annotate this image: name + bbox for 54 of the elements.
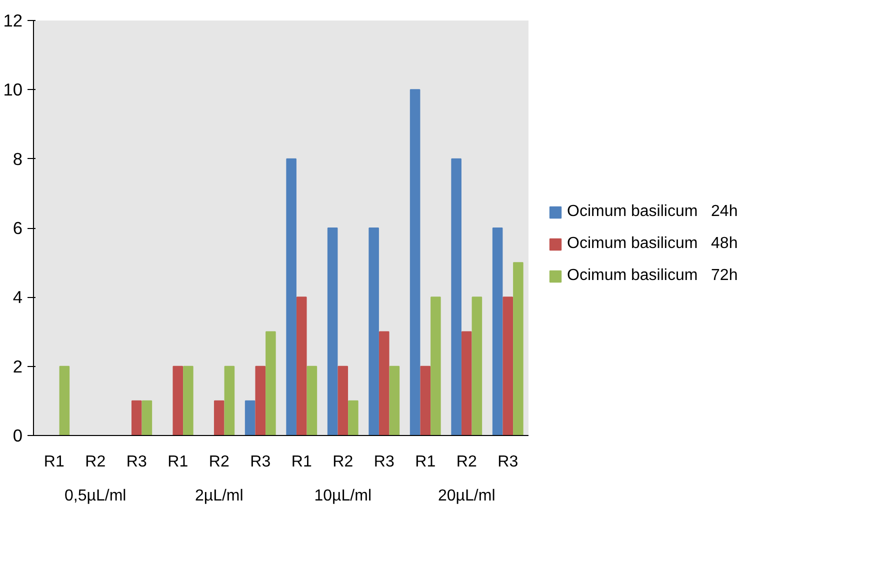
x-tick-label: R1	[291, 454, 312, 470]
y-tick-label: 6	[12, 218, 23, 238]
bar	[183, 366, 194, 436]
x-tick-label: R2	[85, 454, 106, 470]
bar	[502, 296, 514, 436]
bar	[172, 366, 184, 436]
text: 10µL/ml	[314, 488, 372, 504]
y-tick-label: 4	[12, 287, 23, 308]
bar	[472, 296, 482, 436]
x-tick-label: R3	[498, 454, 518, 470]
bar	[255, 366, 266, 436]
bar	[410, 89, 420, 436]
bar	[513, 262, 524, 436]
bar	[461, 331, 472, 436]
bar	[214, 400, 224, 436]
text: 2µL/ml	[194, 488, 244, 504]
bar	[378, 331, 390, 436]
x-tick-label: R1	[415, 454, 436, 470]
bar	[430, 296, 441, 436]
x-tick-label: R1	[168, 454, 188, 470]
y-tick-label: 2	[12, 356, 23, 376]
bar	[368, 228, 379, 436]
legend-label: Ocimum basilicum 48h	[567, 235, 738, 253]
bar	[244, 400, 256, 436]
x-tick-label: R2	[208, 454, 230, 470]
bar	[327, 228, 338, 436]
bar	[306, 366, 318, 436]
bar	[389, 366, 400, 436]
bar	[451, 158, 462, 436]
x-tick-label: R2	[332, 454, 354, 470]
bar	[286, 158, 296, 436]
bar	[492, 228, 503, 436]
legend-label: Ocimum basilicum 24h	[567, 203, 738, 221]
x-tick-label: R3	[250, 454, 271, 470]
x-tick-label: R2	[456, 454, 477, 470]
text: 0,5µL/ml	[64, 488, 126, 504]
bar	[266, 331, 276, 436]
y-tick-label: 8	[12, 148, 23, 169]
bar	[338, 366, 348, 436]
y-tick-label: 10	[3, 80, 23, 100]
bar	[420, 366, 431, 436]
y-tick-label: 12	[3, 10, 23, 30]
x-tick-label: R3	[374, 454, 394, 470]
bar	[224, 366, 235, 436]
bar	[59, 366, 70, 436]
bar	[296, 296, 307, 436]
x-tick-label: R3	[126, 454, 147, 470]
text: 20µL/ml	[438, 488, 496, 504]
legend-label: Ocimum basilicum 72h	[567, 267, 738, 285]
y-tick-label: 0	[12, 426, 23, 446]
bar	[348, 400, 358, 436]
bar	[131, 400, 142, 436]
bar	[142, 400, 152, 436]
x-tick-label: R1	[44, 454, 64, 470]
